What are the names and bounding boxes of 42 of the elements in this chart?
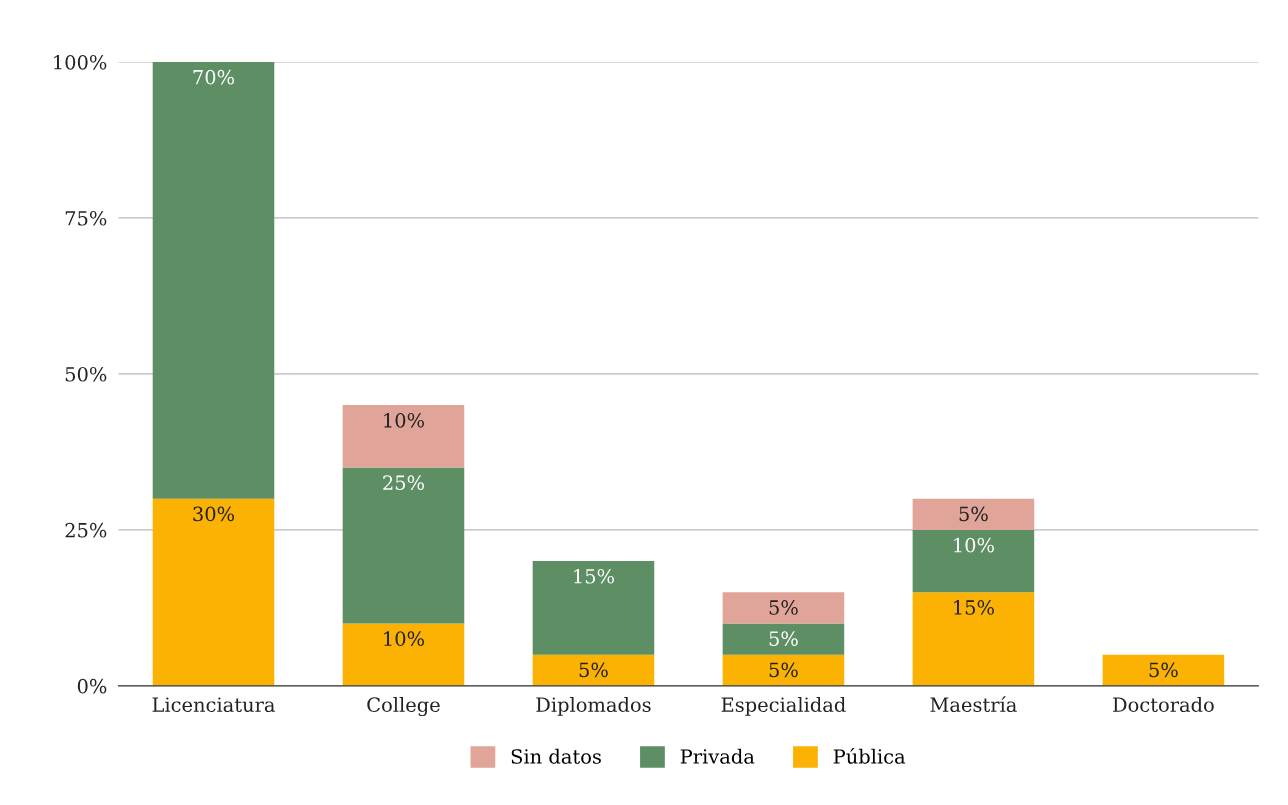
bar (912, 529, 1035, 593)
data-label: 5% (959, 506, 988, 522)
bar (722, 654, 845, 686)
x-tick-label: Licenciatura (152, 697, 275, 713)
bar (722, 592, 845, 624)
bar (532, 654, 655, 686)
x-tick-label: Doctorado (1113, 696, 1214, 713)
y-tick-label: 50% (65, 366, 107, 382)
data-label: 10% (384, 412, 424, 428)
data-label: 70% (193, 69, 235, 85)
legend-label: Privada (680, 748, 755, 764)
legend-label: Sin datos (511, 748, 601, 764)
y-tick-label: 25% (65, 522, 107, 538)
y-tick-label: 100% (54, 54, 107, 70)
data-label: 5% (769, 600, 798, 615)
bar (912, 498, 1035, 530)
data-label: 25% (383, 475, 424, 491)
data-label: 5% (1149, 662, 1178, 678)
bar (152, 498, 275, 686)
y-tick-label: 75% (65, 210, 107, 226)
bar (342, 623, 465, 686)
bar (722, 623, 845, 655)
x-tick-label: Maestría (930, 696, 1017, 713)
bar (342, 467, 465, 624)
x-tick-label: Especialidad (721, 696, 846, 716)
x-tick-label: College (367, 696, 440, 717)
data-label: 10% (384, 631, 424, 647)
data-label: 5% (769, 631, 798, 647)
bar (532, 561, 655, 655)
data-label: 15% (574, 568, 614, 584)
data-label: 10% (954, 537, 994, 553)
data-label: 15% (954, 600, 994, 615)
data-label: 30% (193, 506, 235, 522)
bar (1102, 654, 1225, 686)
data-label: 5% (579, 662, 608, 678)
y-tick-label: 0% (77, 678, 107, 694)
bar (342, 405, 465, 468)
bar (912, 592, 1035, 686)
bar (152, 61, 275, 499)
x-tick-label: Diplomados (536, 696, 651, 716)
data-label: 5% (769, 662, 798, 678)
legend-label: Pública (833, 748, 906, 764)
